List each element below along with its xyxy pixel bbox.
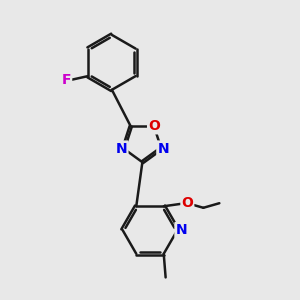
Text: N: N [116,142,127,155]
Text: N: N [176,223,187,237]
Text: N: N [157,142,169,155]
Text: O: O [148,119,160,133]
Text: F: F [62,73,71,87]
Text: O: O [182,196,193,210]
